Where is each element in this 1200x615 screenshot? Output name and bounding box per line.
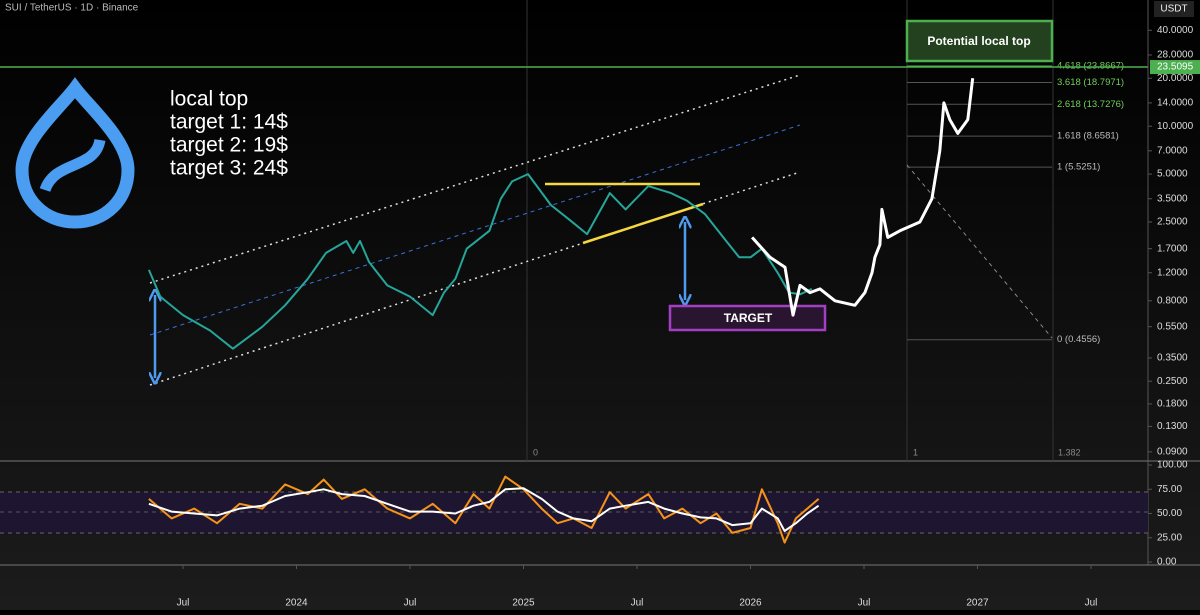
- y-tick-label: 0.2500: [1157, 376, 1188, 387]
- x-tick-label: 2024: [285, 598, 308, 609]
- y-tick-label: 0.3500: [1157, 353, 1188, 364]
- x-tick-label: Jul: [1085, 598, 1098, 609]
- x-tick-label: Jul: [177, 598, 190, 609]
- unit-label: USDT: [1160, 4, 1187, 15]
- price-level-label: 23.5095: [1157, 62, 1194, 73]
- y-tick-label: 0.0900: [1157, 446, 1188, 457]
- y-tick-label: 0.1300: [1157, 421, 1188, 432]
- target-box: [668, 304, 827, 332]
- rsi-line: [148, 475, 820, 544]
- rsi-y-tick-label: 75.00: [1157, 484, 1182, 495]
- note: target 2: 19$: [170, 134, 288, 157]
- price-line: [750, 78, 975, 317]
- top-box-label: Potential local top: [927, 34, 1030, 48]
- sui-logo: [15, 77, 135, 229]
- fib-level-label: 3.618 (18.7971): [1057, 77, 1124, 88]
- rsi-line: [148, 487, 820, 532]
- fib-level-label: 4.618 (23.8667): [1057, 61, 1124, 72]
- y-tick-label: 7.0000: [1157, 145, 1188, 156]
- logo-swirl: [39, 138, 106, 193]
- fib-diagonal: [906, 164, 1053, 339]
- y-tick-label: 0.8000: [1157, 295, 1188, 306]
- y-tick-label: 1.7000: [1157, 243, 1188, 254]
- fib-level-label: 1.618 (8.6581): [1057, 131, 1119, 142]
- y-tick-label: 2.5000: [1157, 217, 1188, 228]
- x-tick-label: 2027: [966, 598, 989, 609]
- fib-time-label: 1: [913, 447, 918, 457]
- price-line: [147, 173, 813, 350]
- top-box: [905, 19, 1054, 63]
- x-tick-label: Jul: [631, 598, 644, 609]
- target-box-label: TARGET: [724, 311, 773, 325]
- price-level-tag: [1150, 60, 1200, 75]
- y-tick-label: 20.0000: [1157, 73, 1194, 84]
- x-tick-label: Jul: [858, 598, 871, 609]
- x-tick-label: Jul: [404, 598, 417, 609]
- rsi-y-tick-label: 100.00: [1157, 460, 1188, 471]
- y-tick-label: 10.0000: [1157, 121, 1194, 132]
- y-tick-label: 1.2000: [1157, 267, 1188, 278]
- fib-level-label: 2.618 (13.7276): [1057, 99, 1124, 110]
- rsi-y-tick-label: 0.00: [1157, 557, 1177, 568]
- rsi-y-tick-label: 25.00: [1157, 532, 1182, 543]
- fib-time-label: 1.382: [1058, 447, 1081, 457]
- fib-level-label: 0 (0.4556): [1057, 334, 1100, 345]
- y-tick-label: 40.0000: [1157, 25, 1194, 36]
- note: local top: [170, 88, 248, 111]
- note: target 1: 14$: [170, 111, 288, 134]
- rsi-y-tick-label: 50.00: [1157, 508, 1182, 519]
- y-tick-label: 28.0000: [1157, 50, 1194, 61]
- fib-level-label: 1 (5.5251): [1057, 162, 1100, 173]
- y-tick-label: 3.5000: [1157, 193, 1188, 204]
- note: target 3: 24$: [170, 157, 288, 180]
- chart-title: SUI / TetherUS · 1D · Binance: [5, 3, 139, 14]
- y-tick-label: 0.1800: [1157, 399, 1188, 410]
- logo-drop: [15, 77, 135, 229]
- unit-box: [1154, 1, 1194, 17]
- fib-time-label: 0: [533, 447, 538, 457]
- y-tick-label: 5.0000: [1157, 169, 1188, 180]
- x-tick-label: 2025: [512, 598, 535, 609]
- y-tick-label: 0.5500: [1157, 321, 1188, 332]
- x-tick-label: 2026: [739, 598, 762, 609]
- triangle-bottom: [582, 202, 704, 245]
- channel-mid: [149, 124, 801, 336]
- y-tick-label: 14.0000: [1157, 98, 1194, 109]
